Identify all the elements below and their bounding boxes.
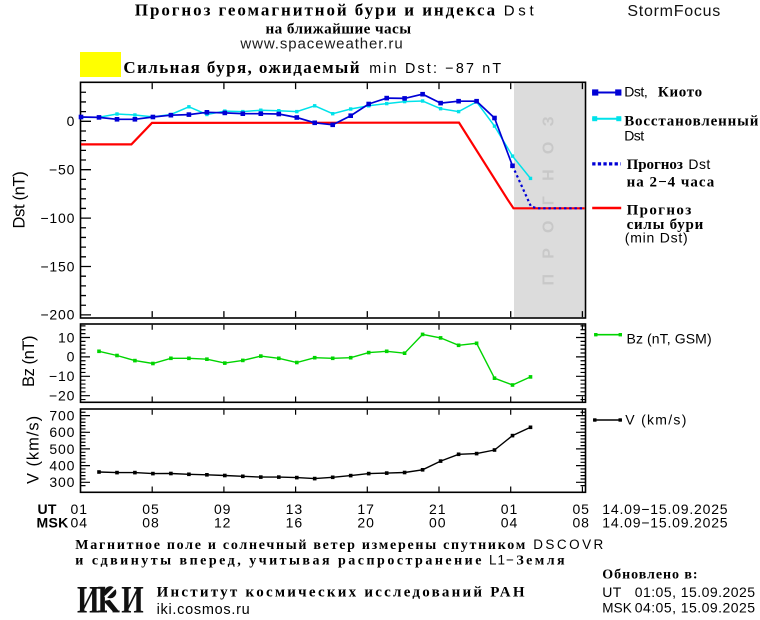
svg-text:И: И [77, 578, 100, 620]
svg-text:13: 13 [286, 501, 304, 517]
svg-text:UT: UT [602, 584, 622, 600]
svg-text:−50: −50 [49, 162, 75, 178]
svg-text:Восстановленный: Восстановленный [624, 113, 759, 129]
svg-text:Bz (nT, GSM): Bz (nT, GSM) [627, 330, 712, 346]
svg-text:20: 20 [357, 515, 375, 531]
svg-text:400: 400 [49, 457, 75, 473]
svg-text:Институт космических исследова: Институт космических исследований РАН [157, 585, 527, 601]
svg-text:DSCOVR: DSCOVR [533, 537, 606, 552]
svg-text:08: 08 [572, 515, 590, 531]
svg-text:Dst: Dst [688, 156, 710, 172]
svg-text:17: 17 [357, 501, 375, 517]
svg-text:L1: L1 [489, 553, 506, 568]
svg-text:14.09−15.09.2025: 14.09−15.09.2025 [602, 515, 728, 531]
svg-text:Прогноз: Прогноз [627, 202, 693, 218]
svg-text:iki.cosmos.ru: iki.cosmos.ru [157, 602, 251, 618]
svg-text:и сдвинуты вперед, учитывая ра: и сдвинуты вперед, учитывая распростране… [75, 554, 484, 569]
svg-text:700: 700 [49, 407, 75, 423]
svg-text:Dst (nT): Dst (nT) [11, 172, 29, 229]
svg-text:Dst: Dst [504, 3, 538, 20]
svg-text:0: 0 [67, 349, 76, 365]
svg-text:www.spaceweather.ru: www.spaceweather.ru [239, 36, 403, 53]
svg-text:600: 600 [49, 424, 75, 440]
svg-text:04:05, 15.09.2025: 04:05, 15.09.2025 [635, 600, 756, 616]
svg-text:Прогноз геомагнитной бури и ин: Прогноз геомагнитной бури и индекса [135, 1, 497, 20]
svg-text:Сильная буря, ожидаемый: Сильная буря, ожидаемый [123, 58, 361, 77]
svg-text:08: 08 [142, 515, 160, 531]
svg-text:12: 12 [214, 515, 232, 531]
svg-text:Киото: Киото [658, 84, 703, 100]
svg-text:на ближайшие часы: на ближайшие часы [266, 21, 412, 38]
svg-text:StormFocus: StormFocus [627, 3, 721, 20]
svg-text:MSK: MSK [602, 601, 632, 616]
svg-text:И: И [121, 578, 144, 620]
svg-text:MSK: MSK [37, 515, 69, 531]
svg-text:−150: −150 [40, 258, 75, 274]
svg-text:300: 300 [49, 474, 75, 490]
svg-text:−20: −20 [49, 388, 75, 404]
svg-text:Bz (nT): Bz (nT) [20, 336, 38, 387]
svg-text:min Dst: −87 nT: min Dst: −87 nT [369, 61, 503, 77]
svg-text:16: 16 [286, 515, 304, 531]
svg-text:09: 09 [214, 501, 232, 517]
svg-text:01: 01 [71, 501, 89, 517]
svg-text:силы бури: силы бури [627, 217, 704, 233]
svg-text:05: 05 [572, 501, 590, 517]
svg-text:на 2−4 часа: на 2−4 часа [627, 174, 716, 190]
svg-text:−Земля: −Земля [506, 554, 567, 569]
svg-text:05: 05 [142, 501, 160, 517]
svg-text:Обновлено в:: Обновлено в: [602, 567, 698, 582]
svg-text:Dst: Dst [624, 127, 644, 143]
svg-text:04: 04 [71, 515, 89, 531]
svg-text:V (km/s): V (km/s) [625, 412, 687, 428]
svg-text:01:05, 15.09.2025: 01:05, 15.09.2025 [635, 584, 756, 600]
svg-text:−200: −200 [40, 307, 75, 323]
svg-text:0: 0 [67, 113, 76, 129]
svg-text:−100: −100 [40, 210, 75, 226]
svg-text:Магнитное поле и солнечный вет: Магнитное поле и солнечный ветер измерен… [75, 538, 527, 553]
svg-text:14.09−15.09.2025: 14.09−15.09.2025 [602, 501, 728, 517]
svg-text:(min Dst): (min Dst) [625, 229, 689, 245]
svg-text:04: 04 [501, 515, 519, 531]
svg-text:V (km/s): V (km/s) [25, 415, 43, 484]
svg-text:Прогноз: Прогноз [627, 157, 683, 173]
svg-text:01: 01 [501, 501, 519, 517]
svg-text:UT: UT [38, 501, 57, 517]
svg-text:−10: −10 [49, 368, 75, 384]
svg-text:10: 10 [58, 329, 75, 345]
svg-text:500: 500 [49, 441, 75, 457]
svg-text:Dst,: Dst, [624, 83, 647, 99]
svg-text:00: 00 [429, 515, 447, 531]
svg-text:21: 21 [429, 501, 447, 517]
svg-text:ПРОГНОЗ: ПРОГНОЗ [541, 101, 558, 285]
